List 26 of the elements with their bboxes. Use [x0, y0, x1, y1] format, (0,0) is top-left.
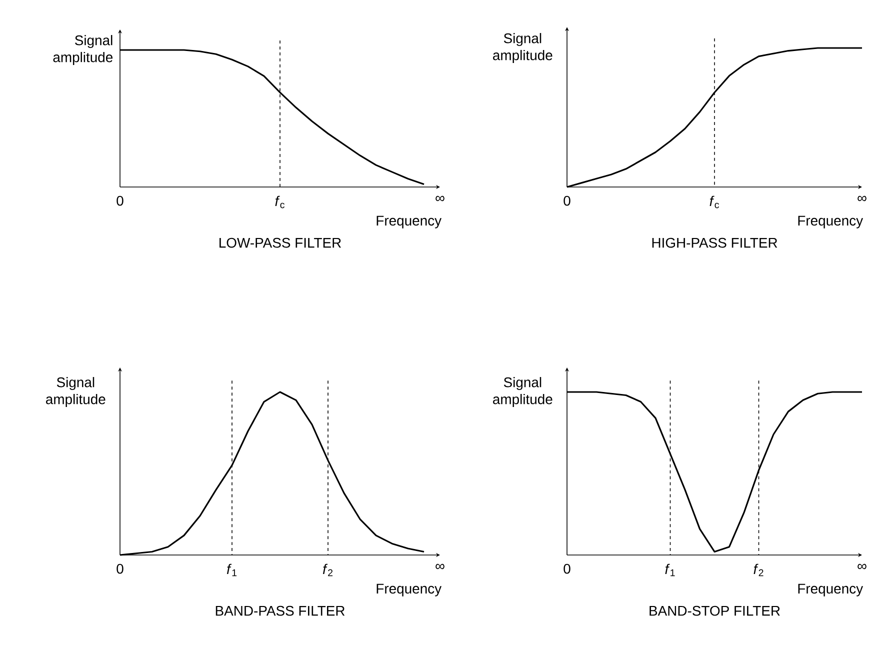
x-tick-label: 0 [116, 196, 124, 206]
text: LOW-PASS FILTER [220, 238, 341, 248]
x-tick-label: f$_{c}$ [275, 196, 284, 208]
text: BAND-PASS FILTER [216, 606, 345, 616]
x-axis-title: Frequency [798, 216, 864, 228]
x-tick-label: f$_{c}$ [710, 196, 719, 208]
x-tick-label: f$_{1}$ [665, 564, 675, 576]
x-tick-label: 0 [564, 564, 570, 574]
x-axis-title: Frequency [376, 584, 442, 596]
x-tick-label: ∞ [858, 196, 866, 202]
y-axis-title: Signal amplitude [53, 35, 113, 65]
x-axis-title: Frequency [376, 216, 442, 228]
text: BAND-STOP FILTER [650, 606, 780, 616]
x-tick-label: 0 [116, 564, 124, 574]
x-tick-label: ∞ [436, 564, 444, 570]
y-axis-title: Signal amplitude [493, 33, 552, 63]
x-tick-label: f$_{2}$ [322, 564, 333, 576]
x-axis-title: Frequency [798, 584, 864, 596]
y-axis-title: Signal amplitude [46, 377, 106, 407]
y-axis-title: Signal amplitude [493, 377, 552, 407]
x-tick-label: ∞ [858, 564, 866, 570]
x-tick-label: 0 [564, 196, 570, 206]
x-tick-label: ∞ [436, 196, 444, 202]
x-tick-label: f$_{1}$ [226, 564, 237, 576]
x-tick-label: f$_{2}$ [754, 564, 764, 576]
text: HIGH-PASS FILTER [652, 238, 778, 248]
